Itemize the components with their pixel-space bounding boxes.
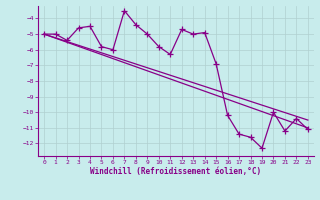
X-axis label: Windchill (Refroidissement éolien,°C): Windchill (Refroidissement éolien,°C) — [91, 167, 261, 176]
